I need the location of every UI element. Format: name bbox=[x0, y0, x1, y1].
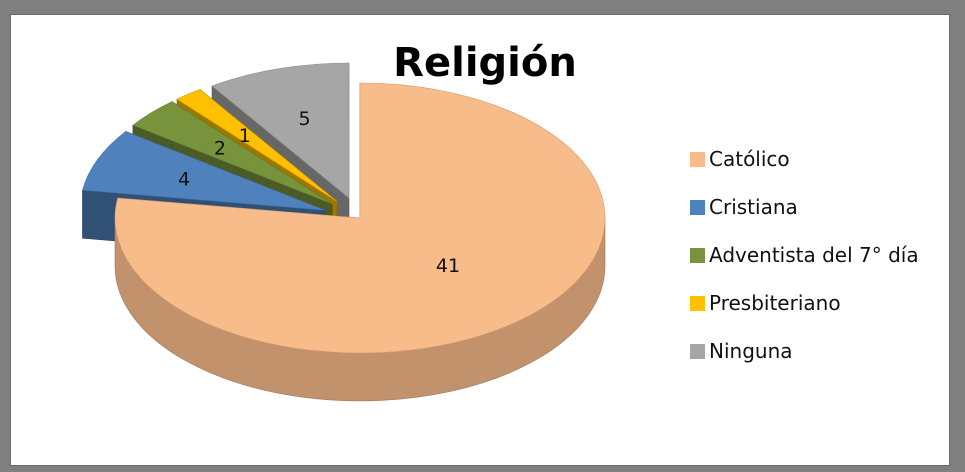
data-label-adventista-del-7-d-a: 2 bbox=[214, 137, 226, 159]
legend-item-adventista-del-7-d-a: Adventista del 7° día bbox=[690, 231, 919, 279]
legend-swatch bbox=[690, 247, 705, 263]
legend-swatch bbox=[690, 151, 705, 167]
legend-item-ninguna: Ninguna bbox=[690, 327, 919, 375]
data-label-presbiteriano: 1 bbox=[239, 125, 251, 147]
legend-item-cristiana: Cristiana bbox=[690, 183, 919, 231]
legend-swatch bbox=[690, 295, 705, 311]
legend-label: Presbiteriano bbox=[709, 291, 841, 315]
legend-label: Adventista del 7° día bbox=[709, 243, 919, 267]
legend-label: Cristiana bbox=[709, 195, 798, 219]
legend-label: Ninguna bbox=[709, 339, 793, 363]
data-label-cat-lico: 41 bbox=[436, 255, 460, 277]
legend-item-presbiteriano: Presbiteriano bbox=[690, 279, 919, 327]
chart-title: Religión bbox=[393, 40, 577, 86]
pie-slice-cat-lico bbox=[114, 82, 606, 402]
legend-swatch bbox=[690, 199, 705, 215]
legend-label: Católico bbox=[709, 147, 790, 171]
data-label-ninguna: 5 bbox=[298, 108, 310, 130]
data-label-cristiana: 4 bbox=[178, 169, 190, 191]
legend: Católico Cristiana Adventista del 7° día Pr… bbox=[690, 135, 919, 375]
legend-item-cat-lico: Católico bbox=[690, 135, 919, 183]
legend-swatch bbox=[690, 343, 705, 359]
